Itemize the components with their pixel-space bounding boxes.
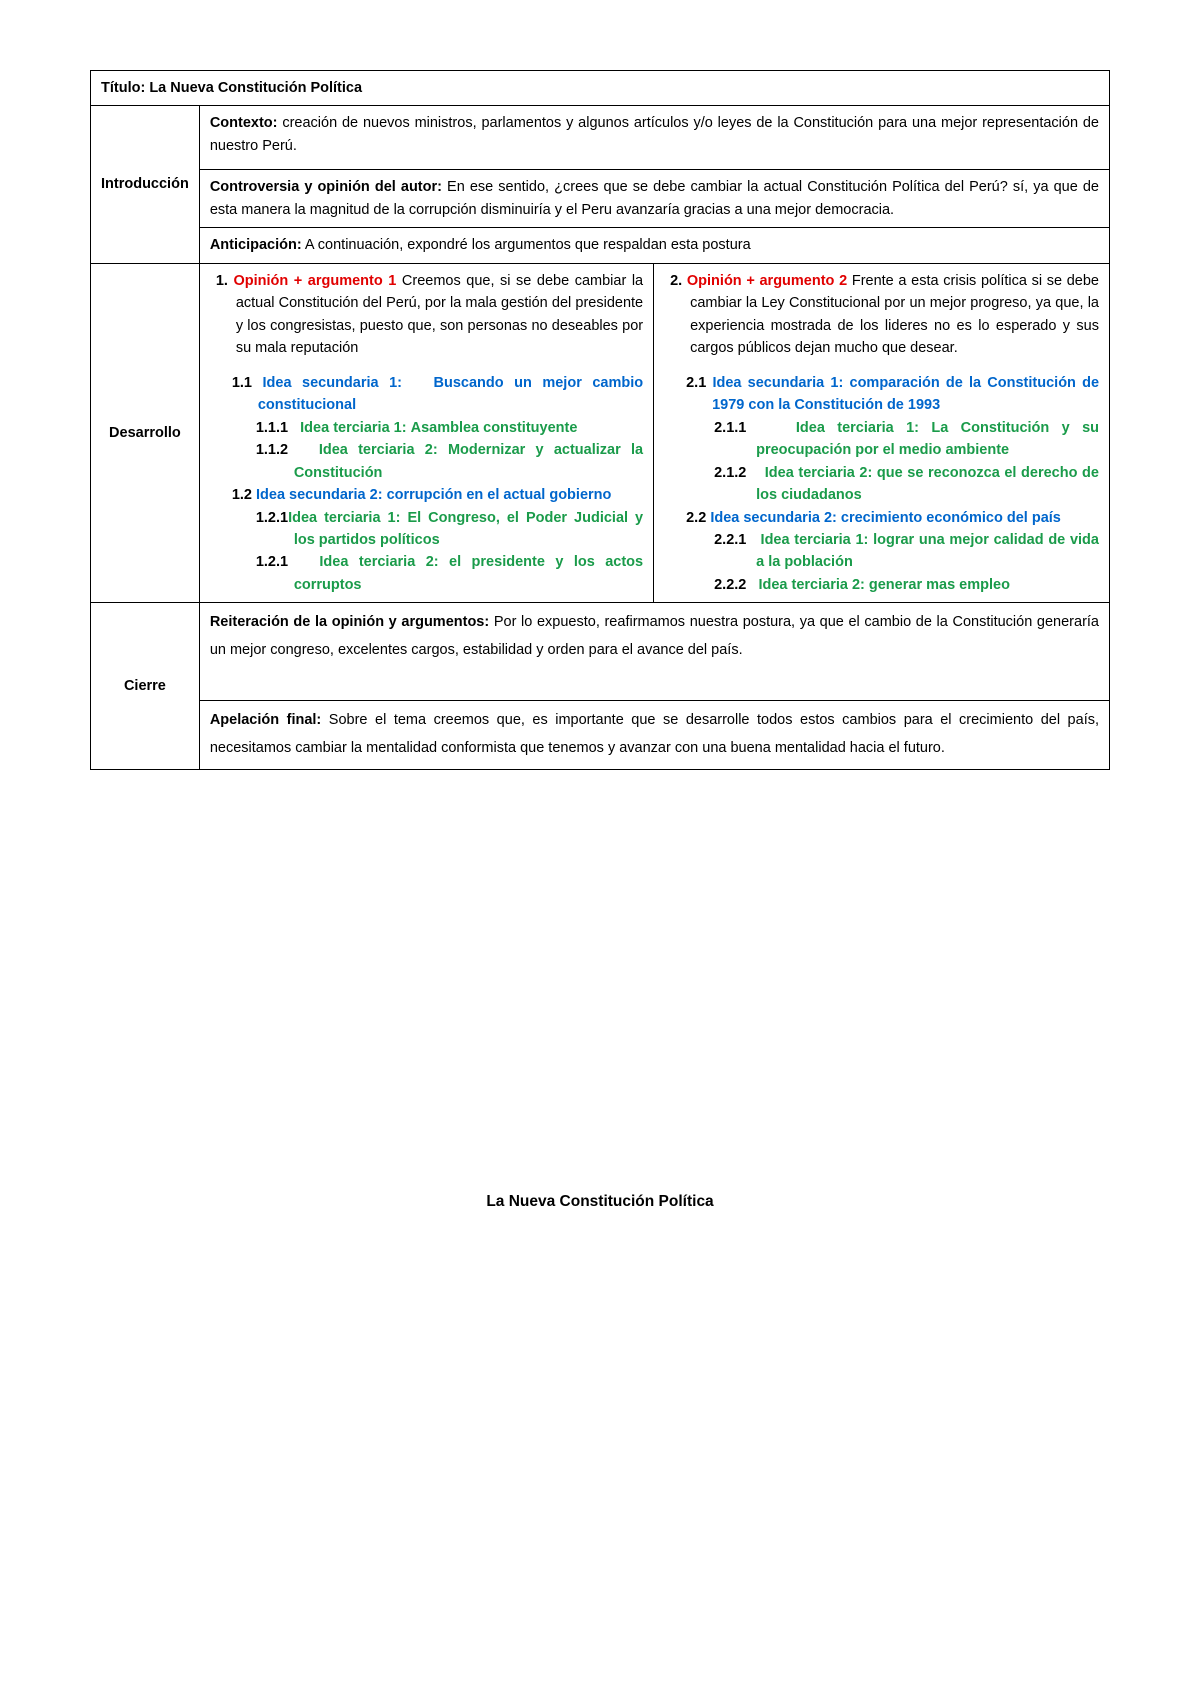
apelacion-cell: Apelación final: Sobre el tema creemos q… [199,701,1109,769]
c2-i211-lbl: Idea terciaria 1: [796,420,919,436]
cierre-side: Cierre [91,603,200,769]
c2-op-label: Opinión + argumento 2 [687,273,847,289]
c2-i212-lbl: Idea terciaria 2: [765,465,873,481]
anticipacion-label: Anticipación: [210,237,302,253]
c1-i112-num: 1.1.2 [256,442,288,458]
c1-i111-num: 1.1.1 [256,420,288,436]
c2-i22-lbl: Idea secundaria 2: [710,510,837,526]
title-cell: Título: La Nueva Constitución Política [91,71,1110,106]
desarrollo-row: Desarrollo 1. Opinión + argumento 1 Cree… [91,263,1110,603]
intro-row-3: Anticipación: A continuación, expondré l… [91,228,1110,263]
c1-i121-lbl: Idea terciaria 1: [288,510,400,526]
c1-i11-lbl: Idea secundaria 1: [263,375,403,391]
title-text: La Nueva Constitución Política [149,80,362,96]
anticipacion-cell: Anticipación: A continuación, expondré l… [199,228,1109,263]
c1-i111-lbl: Idea terciaria 1: [300,420,406,436]
reiteracion-cell: Reiteración de la opinión y argumentos: … [199,603,1109,701]
c2-i222-num: 2.2.2 [714,577,746,593]
intro-row-1: Introducción Contexto: creación de nuevo… [91,106,1110,170]
c2-i221-lbl: Idea terciaria 1: [761,532,869,548]
c1-i111-txt: Asamblea constituyente [411,420,578,436]
desarrollo-side: Desarrollo [91,263,200,603]
controversia-cell: Controversia y opinión del autor: En ese… [199,170,1109,228]
footer-title: La Nueva Constitución Política [90,1190,1110,1214]
c2-i21-lbl: Idea secundaria 1: [712,375,843,391]
c2-i221-num: 2.2.1 [714,532,746,548]
apel-label: Apelación final: [210,712,321,728]
title-label: Título: [101,80,145,96]
title-row: Título: La Nueva Constitución Política [91,71,1110,106]
controversia-label: Controversia y opinión del autor: [210,179,442,195]
c2-i211-num: 2.1.1 [714,420,746,436]
c2-i22-txt: crecimiento económico del país [841,510,1061,526]
cierre-row-1: Cierre Reiteración de la opinión y argum… [91,603,1110,701]
dev-col-2: 2. Opinión + argumento 2 Frente a esta c… [654,263,1110,603]
contexto-label: Contexto: [210,115,278,131]
intro-row-2: Controversia y opinión del autor: En ese… [91,170,1110,228]
reit-label: Reiteración de la opinión y argumentos: [210,614,489,630]
c1-i112-lbl: Idea terciaria 2: [319,442,438,458]
c2-i212-num: 2.1.2 [714,465,746,481]
c2-i222-lbl: Idea terciaria 2: [758,577,864,593]
c1-i122-num: 1.2.1 [256,554,288,570]
c1-i12-num: 1.2 [232,487,252,503]
c1-i12-lbl: Idea secundaria 2: [256,487,383,503]
outline-table: Título: La Nueva Constitución Política I… [90,70,1110,770]
c2-i22-num: 2.2 [686,510,706,526]
apel-text: Sobre el tema creemos que, es importante… [210,712,1099,756]
c2-i222-txt: generar mas empleo [869,577,1010,593]
c1-i12-txt: corrupción en el actual gobierno [387,487,612,503]
c1-op-label: Opinión + argumento 1 [233,273,396,289]
c2-num: 2. [670,273,682,289]
c1-i121-num: 1.2.1 [256,510,288,526]
anticipacion-text: A continuación, expondré los argumentos … [305,237,751,253]
cierre-row-2: Apelación final: Sobre el tema creemos q… [91,701,1110,769]
intro-side: Introducción [91,106,200,263]
c1-i11-num: 1.1 [232,375,252,391]
c1-i122-lbl: Idea terciaria 2: [319,554,438,570]
dev-col-1: 1. Opinión + argumento 1 Creemos que, si… [199,263,653,603]
contexto-cell: Contexto: creación de nuevos ministros, … [199,106,1109,170]
c2-i21-num: 2.1 [686,375,706,391]
c1-num: 1. [216,273,228,289]
contexto-text: creación de nuevos ministros, parlamento… [210,115,1099,153]
